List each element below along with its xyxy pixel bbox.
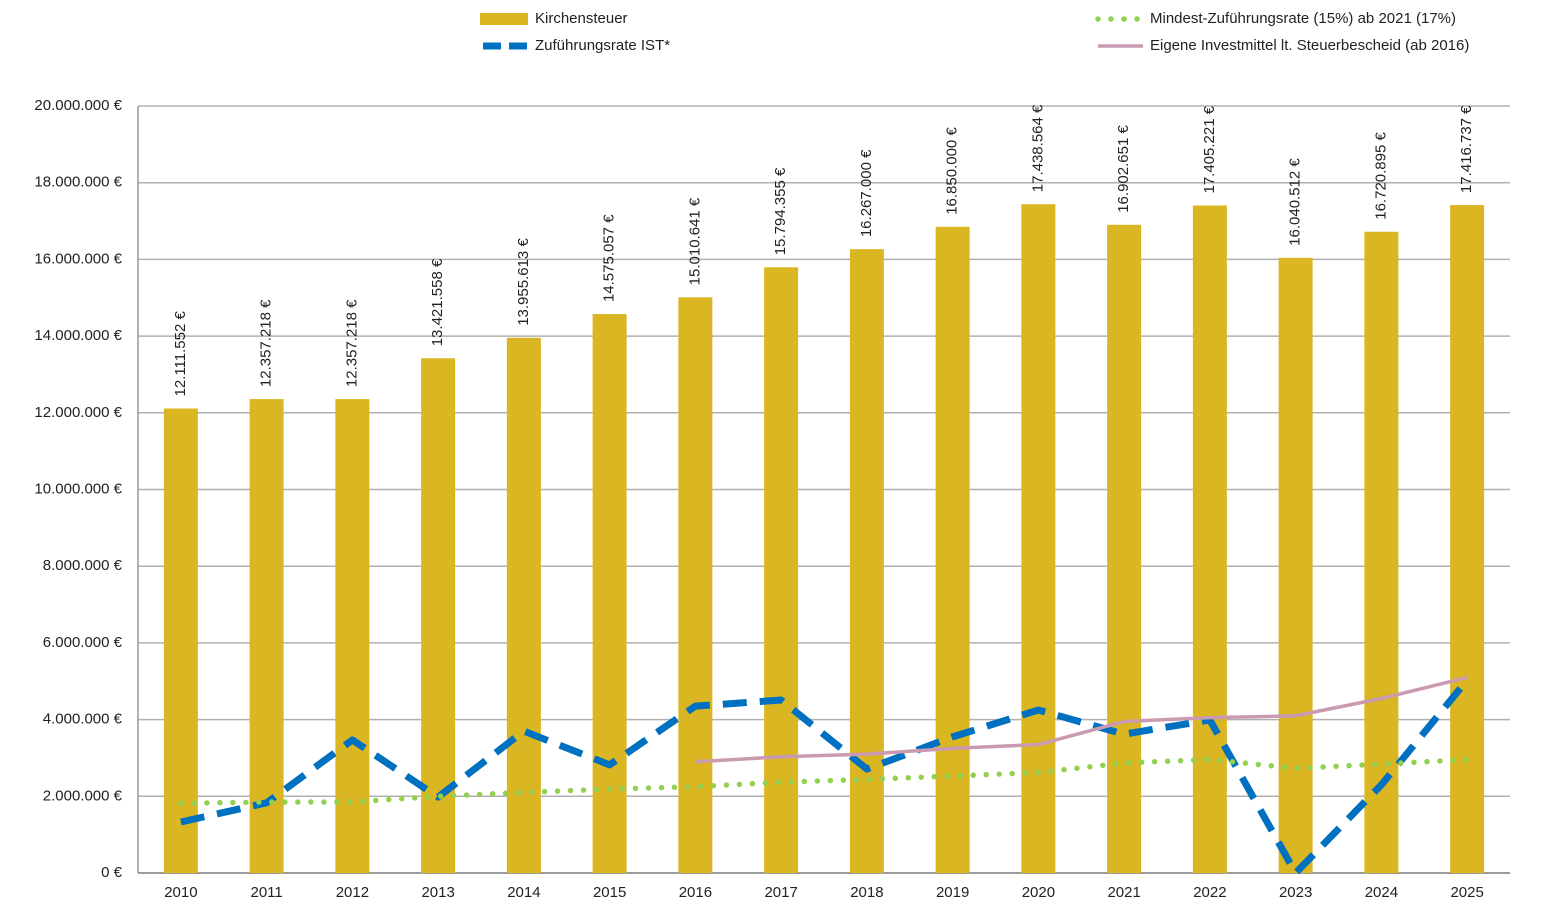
bar	[592, 314, 627, 873]
bar	[1107, 224, 1142, 874]
data-label: 16.040.512 €	[1287, 158, 1304, 246]
bar	[1192, 205, 1227, 874]
legend-label: Kirchensteuer	[535, 10, 628, 27]
data-label: 12.111.552 €	[172, 311, 189, 397]
data-label: 16.850.000 €	[944, 127, 961, 215]
bar	[764, 267, 799, 873]
data-label: 16.720.895 €	[1372, 132, 1389, 220]
x-tick-label: 2014	[507, 884, 540, 901]
legend-label: Mindest-Zuführungsrate (15%) ab 2021 (17…	[1150, 10, 1456, 27]
x-tick-label: 2025	[1450, 884, 1483, 901]
data-label: 17.405.221 €	[1201, 105, 1218, 193]
x-tick-label: 2010	[164, 884, 197, 901]
x-tick-label: 2016	[679, 884, 712, 901]
y-tick-label: 16.000.000 €	[34, 250, 122, 267]
data-label: 17.416.737 €	[1458, 105, 1475, 193]
y-tick-label: 18.000.000 €	[34, 174, 122, 191]
x-tick-label: 2019	[936, 884, 969, 901]
x-tick-label: 2022	[1193, 884, 1226, 901]
x-tick-label: 2013	[421, 884, 454, 901]
line-series	[180, 677, 1470, 877]
x-tick-label: 2017	[764, 884, 797, 901]
y-tick-label: 8.000.000 €	[43, 557, 123, 574]
line-series	[695, 675, 1468, 764]
x-tick-label: 2011	[250, 884, 282, 901]
data-label: 17.438.564 €	[1029, 104, 1046, 192]
data-label: 15.010.641 €	[686, 197, 703, 285]
bar	[249, 399, 284, 873]
y-tick-label: 10.000.000 €	[34, 480, 122, 497]
bar	[1450, 205, 1485, 874]
bar	[1278, 257, 1313, 873]
y-tick-label: 4.000.000 €	[43, 711, 123, 728]
y-tick-label: 0 €	[101, 864, 123, 881]
bar	[506, 337, 541, 873]
y-tick-label: 20.000.000 €	[34, 97, 122, 114]
x-tick-label: 2021	[1107, 884, 1140, 901]
data-label: 16.902.651 €	[1115, 125, 1132, 213]
data-label: 13.955.613 €	[515, 238, 532, 326]
x-tick-label: 2018	[850, 884, 883, 901]
y-tick-label: 12.000.000 €	[34, 404, 122, 421]
data-label: 16.267.000 €	[858, 149, 875, 237]
x-tick-label: 2023	[1279, 884, 1312, 901]
legend-label: Zuführungsrate IST*	[535, 37, 670, 54]
bar	[678, 297, 713, 873]
x-tick-label: 2012	[336, 884, 369, 901]
data-label: 13.421.558 €	[429, 258, 446, 346]
legend-swatch	[480, 13, 528, 25]
x-tick-label: 2015	[593, 884, 626, 901]
bar	[335, 399, 370, 873]
y-tick-label: 14.000.000 €	[34, 327, 122, 344]
bar	[1021, 204, 1056, 873]
data-label: 15.794.355 €	[772, 167, 789, 255]
bar	[1364, 231, 1399, 874]
legend-label: Eigene Investmittel lt. Steuerbescheid (…	[1150, 37, 1469, 54]
data-label: 14.575.057 €	[601, 214, 618, 302]
x-tick-label: 2020	[1022, 884, 1055, 901]
x-tick-label: 2024	[1365, 884, 1398, 901]
y-tick-label: 6.000.000 €	[43, 634, 123, 651]
bar	[935, 226, 970, 874]
data-label: 12.357.218 €	[258, 299, 275, 387]
bar	[163, 408, 198, 873]
y-tick-label: 2.000.000 €	[43, 787, 123, 804]
data-label: 12.357.218 €	[343, 299, 360, 387]
